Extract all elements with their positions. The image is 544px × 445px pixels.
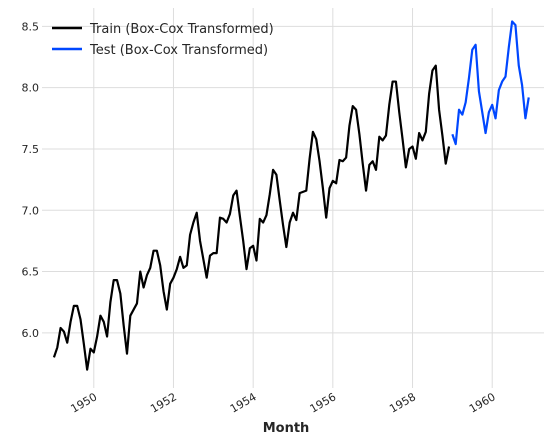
y-tick-label: 7.5 — [22, 143, 40, 156]
y-tick-label: 8.0 — [22, 82, 40, 95]
y-tick-labels: 6.0 6.5 7.0 7.5 8.0 8.5 — [22, 20, 40, 339]
y-tick-label: 6.5 — [22, 266, 40, 279]
legend: Train (Box-Cox Transformed) Test (Box-Cox… — [52, 22, 274, 58]
x-tick-label: 1950 — [69, 390, 100, 415]
y-tick-label: 6.0 — [22, 327, 40, 340]
x-tick-label: 1952 — [148, 390, 179, 415]
x-tick-label: 1960 — [467, 390, 498, 415]
series-line-test — [451, 20, 530, 146]
x-tick-label: 1956 — [308, 390, 339, 415]
series-layer — [52, 20, 530, 371]
x-tick-label: 1958 — [387, 390, 418, 415]
series-line-train — [52, 64, 451, 371]
legend-label: Train (Box-Cox Transformed) — [89, 22, 274, 37]
grid-lines — [42, 8, 544, 388]
x-tick-labels: 1950 1952 1954 1956 1958 1960 — [69, 390, 498, 415]
x-tick-label: 1954 — [228, 390, 259, 415]
y-tick-label: 7.0 — [22, 204, 40, 217]
y-tick-label: 8.5 — [22, 20, 40, 33]
x-axis-label: Month — [263, 421, 310, 436]
legend-label: Test (Box-Cox Transformed) — [89, 43, 268, 58]
